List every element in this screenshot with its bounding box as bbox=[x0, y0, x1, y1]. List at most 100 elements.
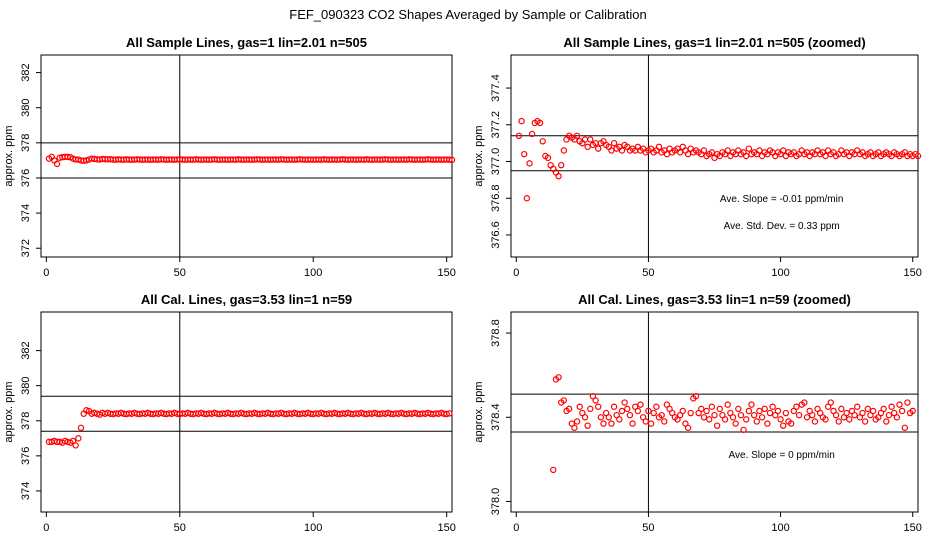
data-point bbox=[729, 414, 737, 421]
data-point bbox=[706, 416, 713, 423]
data-point bbox=[528, 130, 536, 138]
data-point bbox=[761, 405, 768, 413]
stats-annotation: Ave. Slope = 0 ppm/min bbox=[729, 450, 835, 461]
x-tick-label: 150 bbox=[437, 522, 455, 534]
data-point bbox=[904, 399, 911, 406]
data-point bbox=[745, 407, 753, 415]
y-tick-label: 378 bbox=[20, 412, 32, 430]
data-point bbox=[560, 147, 568, 154]
data-point bbox=[735, 405, 742, 413]
data-point bbox=[629, 420, 636, 427]
panel-cal-lines-zoomed: All Cal. Lines, gas=3.53 lin=1 n=59 (zoo… bbox=[473, 292, 922, 534]
data-point bbox=[753, 418, 760, 425]
data-point bbox=[803, 414, 811, 421]
data-point bbox=[573, 132, 581, 139]
data-point bbox=[740, 426, 747, 434]
x-tick-label: 0 bbox=[513, 267, 519, 279]
data-point bbox=[893, 414, 901, 421]
data-point bbox=[75, 435, 82, 442]
y-tick-label: 380 bbox=[20, 99, 32, 117]
data-point bbox=[777, 416, 784, 423]
x-tick-label: 0 bbox=[43, 522, 49, 534]
x-tick-label: 50 bbox=[174, 522, 186, 534]
data-point bbox=[605, 414, 612, 421]
data-point bbox=[650, 409, 657, 417]
data-point bbox=[69, 437, 77, 445]
data-point bbox=[64, 153, 71, 161]
data-point bbox=[642, 418, 649, 425]
data-point bbox=[600, 420, 607, 427]
data-point bbox=[713, 422, 721, 429]
data-point bbox=[595, 145, 602, 152]
data-point bbox=[708, 149, 716, 156]
data-point bbox=[780, 147, 787, 154]
x-tick-label: 0 bbox=[43, 267, 49, 279]
data-point bbox=[700, 414, 708, 421]
data-point bbox=[647, 420, 655, 427]
panel-sample-lines-zoomed: All Sample Lines, gas=1 lin=2.01 n=505 (… bbox=[473, 35, 922, 279]
x-tick-label: 100 bbox=[304, 522, 322, 534]
data-point bbox=[758, 414, 766, 421]
data-point bbox=[584, 422, 591, 429]
data-point bbox=[576, 403, 583, 410]
data-point bbox=[587, 136, 594, 143]
figure-title: FEF_090323 CO2 Shapes Averaged by Sample… bbox=[289, 7, 646, 22]
y-axis-label: approx. ppm bbox=[3, 125, 15, 186]
data-point bbox=[787, 420, 795, 427]
x-tick-label: 50 bbox=[642, 267, 654, 279]
y-tick-label: 378.4 bbox=[490, 403, 502, 431]
data-point bbox=[608, 420, 615, 427]
y-axis-label: approx. ppm bbox=[473, 125, 485, 186]
data-point bbox=[72, 442, 79, 449]
data-point bbox=[544, 154, 552, 162]
y-tick-label: 376 bbox=[20, 447, 32, 465]
y-tick-label: 378.8 bbox=[490, 319, 502, 347]
data-point bbox=[832, 411, 840, 419]
data-point bbox=[793, 403, 800, 410]
data-point bbox=[446, 156, 453, 163]
y-tick-label: 382 bbox=[20, 341, 32, 359]
data-point bbox=[571, 424, 578, 431]
data-point bbox=[77, 424, 85, 431]
y-axis-label: approx. ppm bbox=[473, 381, 485, 442]
data-point bbox=[624, 405, 631, 413]
data-point bbox=[703, 407, 710, 415]
data-point bbox=[592, 397, 599, 404]
x-tick-label: 50 bbox=[174, 267, 186, 279]
data-point bbox=[684, 150, 692, 158]
data-point bbox=[859, 409, 866, 417]
data-point bbox=[608, 147, 615, 154]
data-point bbox=[663, 150, 671, 158]
data-point bbox=[618, 407, 626, 415]
data-point bbox=[684, 424, 692, 431]
data-point bbox=[446, 410, 453, 417]
data-point bbox=[711, 411, 718, 419]
data-point bbox=[679, 407, 686, 415]
x-tick-label: 100 bbox=[304, 267, 322, 279]
panel-sample-lines: All Sample Lines, gas=1 lin=2.01 n=505 0 5… bbox=[3, 35, 456, 279]
data-point bbox=[835, 418, 842, 425]
data-point bbox=[780, 422, 787, 429]
x-tick-label: 150 bbox=[904, 267, 922, 279]
plot-frame bbox=[40, 54, 453, 258]
plot-frame bbox=[510, 54, 919, 258]
data-point bbox=[769, 403, 776, 410]
data-point bbox=[774, 407, 782, 415]
data-point bbox=[526, 160, 533, 167]
data-point bbox=[782, 409, 790, 417]
x-tick-label: 100 bbox=[771, 267, 789, 279]
data-point bbox=[616, 416, 623, 423]
data-point bbox=[692, 393, 700, 400]
data-point bbox=[843, 409, 850, 417]
data-point bbox=[822, 152, 829, 160]
data-point bbox=[621, 399, 628, 406]
data-point bbox=[515, 132, 523, 139]
plot-frame bbox=[510, 311, 919, 513]
data-point bbox=[745, 145, 753, 152]
y-tick-label: 378 bbox=[20, 134, 32, 152]
data-point bbox=[756, 407, 763, 415]
data-point bbox=[827, 399, 834, 406]
data-point bbox=[861, 418, 869, 425]
data-point bbox=[661, 418, 668, 425]
data-point bbox=[909, 407, 916, 415]
